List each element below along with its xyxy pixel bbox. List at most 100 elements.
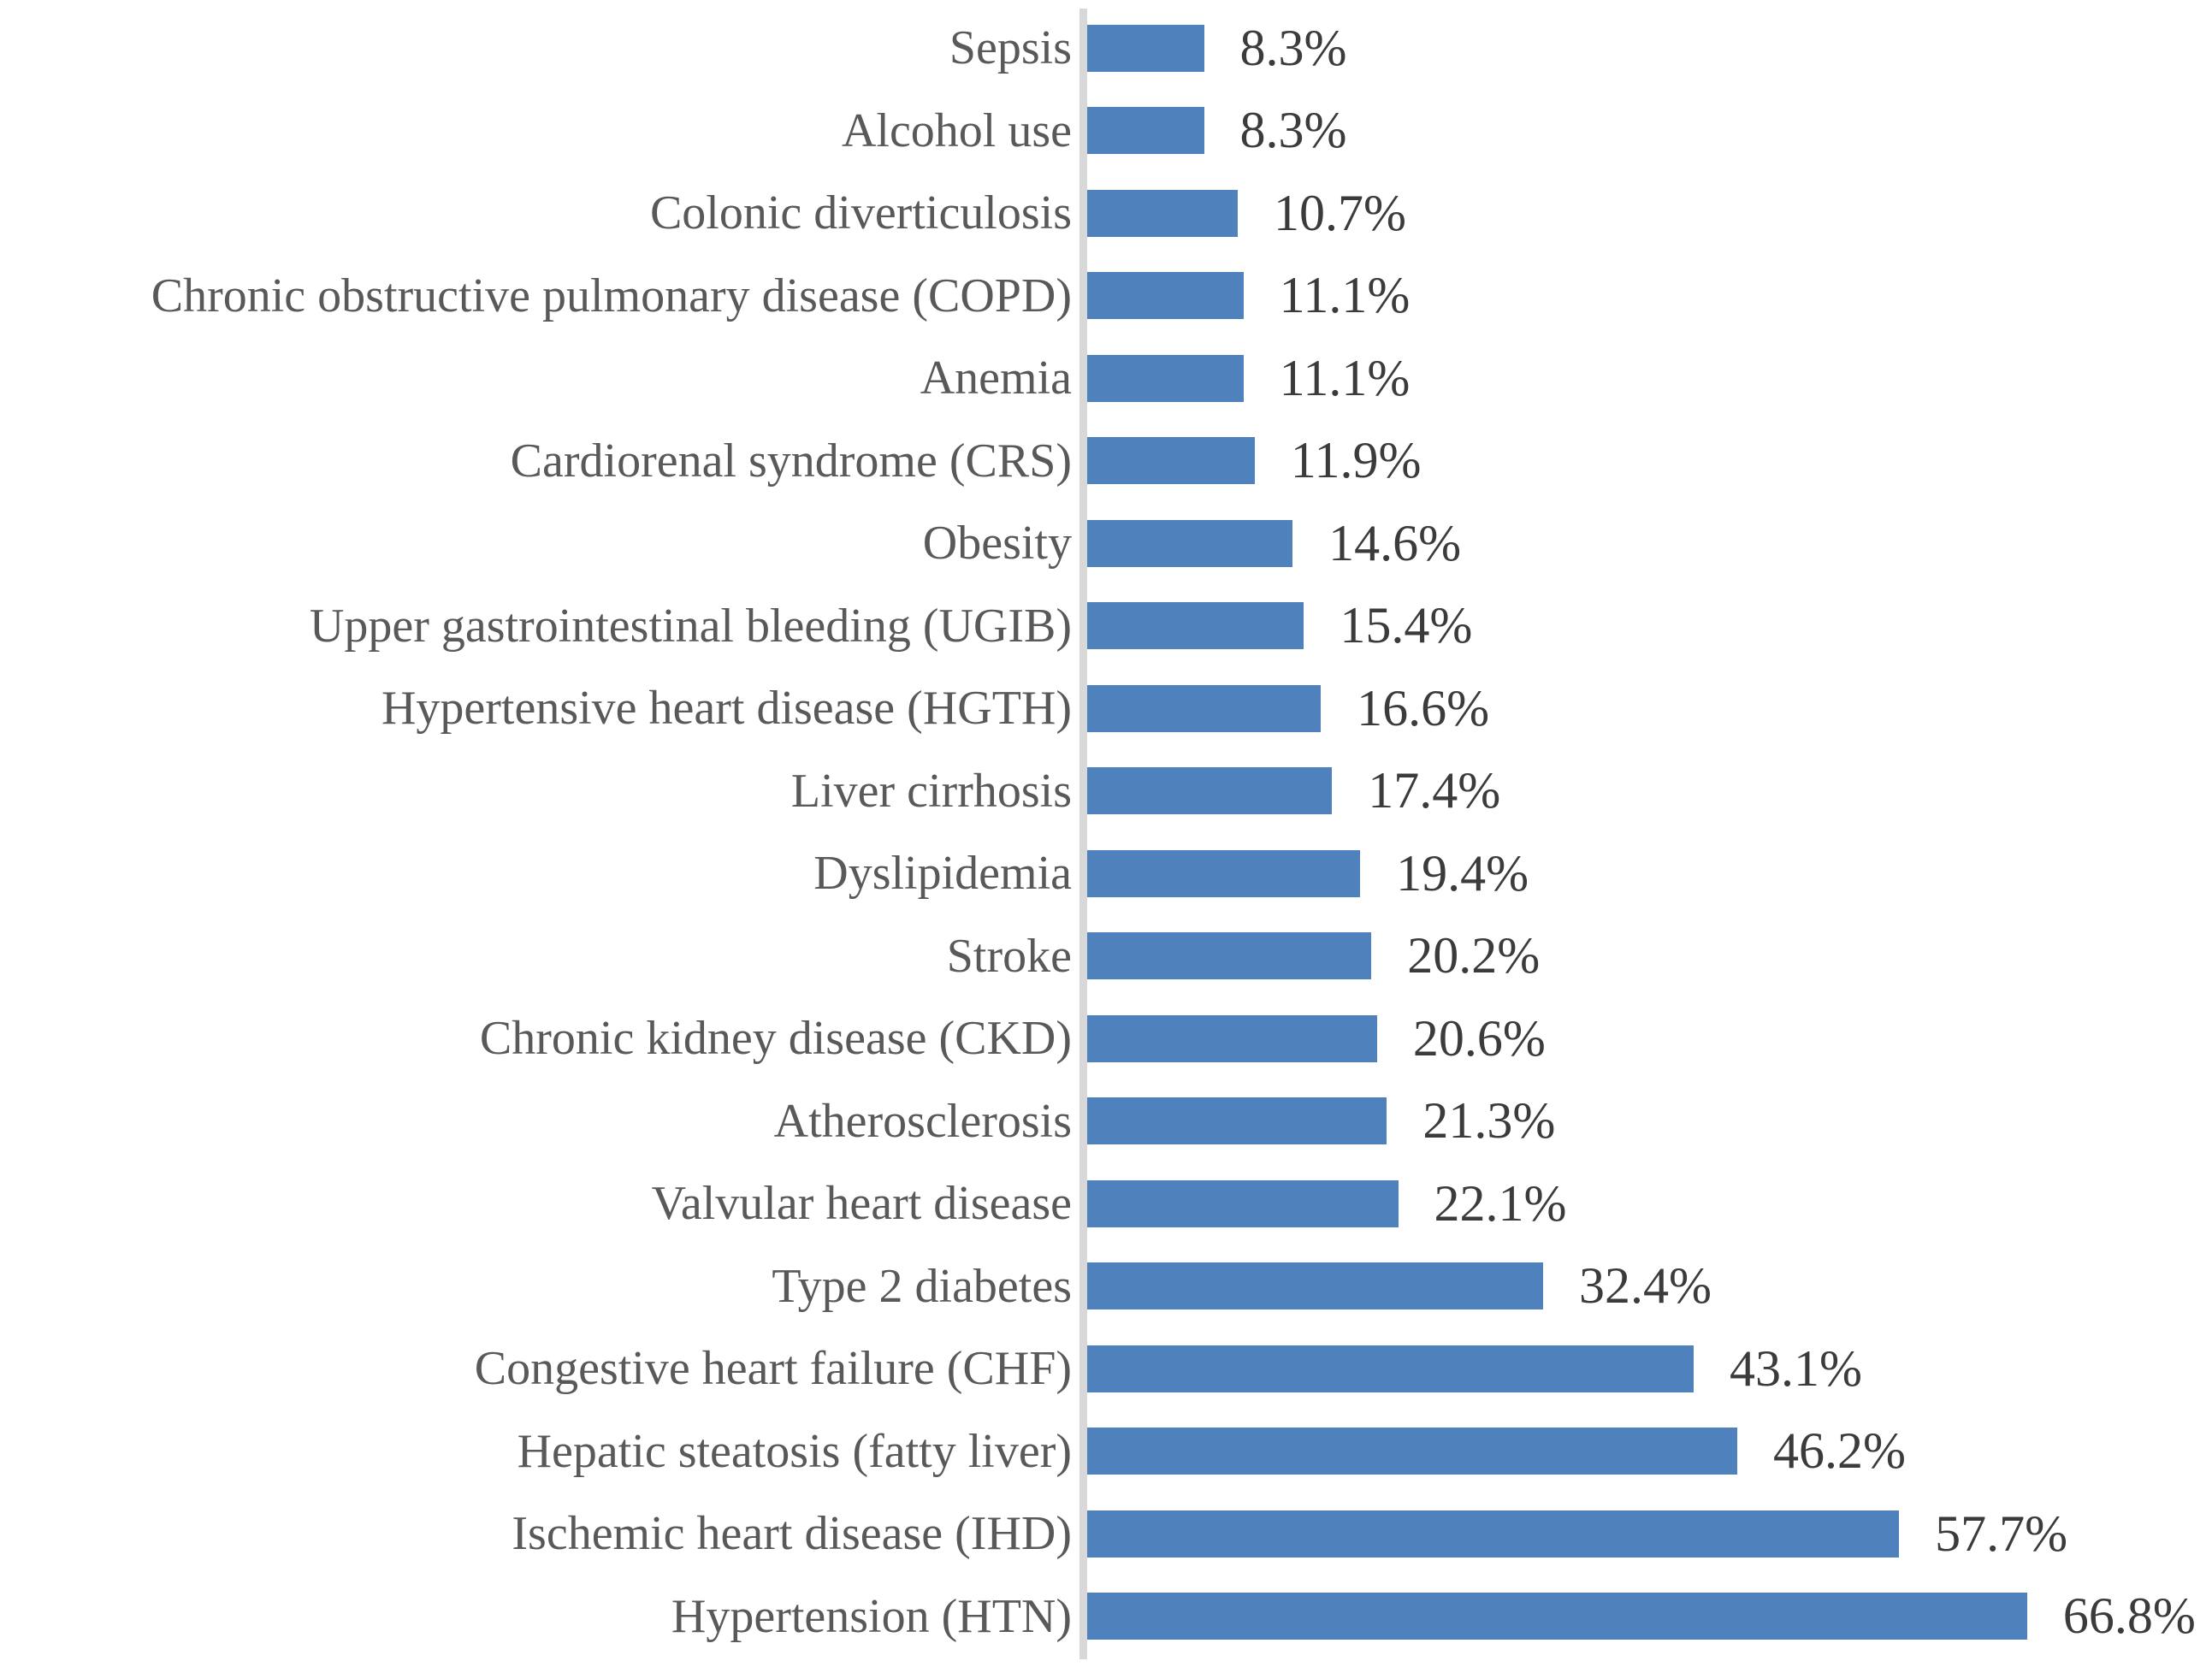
bar [1087, 519, 1293, 567]
category-label: Alcohol use [841, 103, 1072, 157]
bar [1087, 24, 1204, 72]
bar [1087, 1428, 1737, 1475]
bar [1087, 767, 1333, 815]
bar [1087, 932, 1372, 980]
category-label: Type 2 diabetes [772, 1259, 1072, 1313]
bar-row: Cardiorenal syndrome (CRS) 11.9% [0, 420, 2212, 503]
bar-track: 43.1% [1087, 1327, 2212, 1410]
bar-track: 15.4% [1087, 585, 2212, 668]
bar-row: Chronic obstructive pulmonary disease (C… [0, 255, 2212, 338]
bar-track: 17.4% [1087, 750, 2212, 833]
bar-track: 8.3% [1087, 90, 2212, 173]
bar [1087, 1345, 1694, 1392]
value-label: 20.6% [1412, 1009, 1546, 1067]
bar [1087, 1014, 1377, 1062]
bar [1087, 849, 1361, 897]
value-label: 20.2% [1407, 927, 1541, 984]
value-label: 66.8% [2062, 1587, 2196, 1645]
value-label: 11.9% [1290, 432, 1422, 489]
category-label: Valvular heart disease [651, 1177, 1072, 1231]
bar [1087, 354, 1244, 402]
bar-track: 19.4% [1087, 832, 2212, 915]
bar-track: 11.9% [1087, 420, 2212, 503]
category-label: Hepatic steatosis (fatty liver) [517, 1424, 1072, 1478]
bar [1087, 1262, 1543, 1310]
bar-track: 10.7% [1087, 172, 2212, 255]
bar-row: Colonic diverticulosis 10.7% [0, 172, 2212, 255]
bar-row: Anemia 11.1% [0, 337, 2212, 420]
bar [1087, 107, 1204, 155]
bar-row: Obesity 14.6% [0, 502, 2212, 585]
bar [1087, 1097, 1387, 1145]
value-label: 11.1% [1279, 349, 1411, 406]
value-label: 32.4% [1578, 1257, 1712, 1315]
bar-track: 8.3% [1087, 7, 2212, 90]
bar-track: 14.6% [1087, 502, 2212, 585]
bar [1087, 684, 1322, 732]
bar [1087, 1510, 1900, 1558]
value-label: 57.7% [1935, 1504, 2068, 1562]
value-label: 8.3% [1239, 19, 1347, 76]
bar-row: Type 2 diabetes 32.4% [0, 1245, 2212, 1328]
category-label: Ischemic heart disease (IHD) [512, 1507, 1072, 1561]
bar-track: 20.2% [1087, 915, 2212, 998]
value-label: 22.1% [1434, 1174, 1567, 1232]
bar-track: 11.1% [1087, 337, 2212, 420]
category-label: Upper gastrointestinal bleeding (UGIB) [309, 599, 1072, 653]
category-label: Atherosclerosis [773, 1094, 1072, 1148]
bar [1087, 602, 1304, 650]
category-label: Stroke [946, 929, 1072, 983]
bar-track: 11.1% [1087, 255, 2212, 338]
bar-track: 20.6% [1087, 997, 2212, 1080]
category-label: Hypertensive heart disease (HGTH) [381, 682, 1072, 736]
value-label: 19.4% [1396, 844, 1529, 901]
bar-row: Stroke 20.2% [0, 915, 2212, 998]
value-label: 8.3% [1239, 102, 1347, 159]
bar [1087, 1593, 2027, 1640]
value-label: 10.7% [1274, 184, 1406, 241]
bar-row: Sepsis 8.3% [0, 7, 2212, 90]
bar-row: Upper gastrointestinal bleeding (UGIB) 1… [0, 585, 2212, 668]
chart-rows: Sepsis 8.3% Alcohol use 8.3% Colonic div… [0, 7, 2212, 1658]
category-label: Sepsis [949, 21, 1072, 75]
category-label: Congestive heart failure (CHF) [474, 1342, 1072, 1396]
category-label: Hypertension (HTN) [671, 1589, 1072, 1643]
bar [1087, 437, 1255, 485]
bar-track: 46.2% [1087, 1410, 2212, 1493]
category-label: Chronic kidney disease (CKD) [479, 1012, 1072, 1066]
bar-row: Chronic kidney disease (CKD) 20.6% [0, 997, 2212, 1080]
bar-row: Alcohol use 8.3% [0, 90, 2212, 173]
bar [1087, 189, 1238, 237]
category-label: Chronic obstructive pulmonary disease (C… [151, 269, 1072, 322]
bar-row: Atherosclerosis 21.3% [0, 1080, 2212, 1163]
bar [1087, 1179, 1399, 1227]
bar-track: 16.6% [1087, 667, 2212, 750]
bar-row: Congestive heart failure (CHF) 43.1% [0, 1327, 2212, 1410]
category-label: Anemia [920, 352, 1072, 405]
y-axis-line [1079, 9, 1087, 1659]
value-label: 16.6% [1357, 679, 1490, 736]
bar-row: Dyslipidemia 19.4% [0, 832, 2212, 915]
value-label: 11.1% [1279, 267, 1411, 324]
bar [1087, 272, 1244, 320]
category-label: Cardiorenal syndrome (CRS) [510, 434, 1072, 488]
bar-track: 22.1% [1087, 1162, 2212, 1245]
category-label: Dyslipidemia [813, 847, 1072, 901]
value-label: 14.6% [1328, 514, 1462, 571]
bar-row: Hypertensive heart disease (HGTH) 16.6% [0, 667, 2212, 750]
bar-track: 66.8% [1087, 1575, 2212, 1658]
bar-track: 21.3% [1087, 1080, 2212, 1163]
bar-track: 32.4% [1087, 1245, 2212, 1328]
bar-row: Valvular heart disease 22.1% [0, 1162, 2212, 1245]
value-label: 21.3% [1422, 1092, 1556, 1150]
category-label: Obesity [922, 517, 1072, 570]
bar-row: Hypertension (HTN) 66.8% [0, 1575, 2212, 1658]
category-label: Liver cirrhosis [790, 764, 1072, 818]
value-label: 15.4% [1340, 597, 1473, 654]
category-label: Colonic diverticulosis [649, 186, 1072, 240]
value-label: 46.2% [1772, 1422, 1906, 1480]
bar-row: Liver cirrhosis 17.4% [0, 750, 2212, 833]
value-label: 43.1% [1729, 1339, 1862, 1397]
bar-track: 57.7% [1087, 1493, 2212, 1575]
